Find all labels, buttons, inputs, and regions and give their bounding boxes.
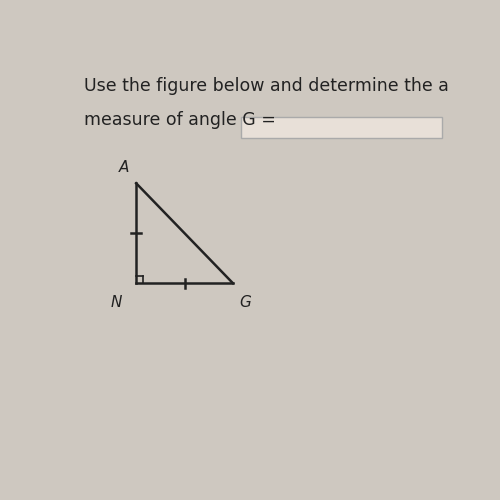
Text: Use the figure below and determine the angle m: Use the figure below and determine the a… <box>84 78 500 96</box>
Text: A: A <box>120 160 130 176</box>
Text: N: N <box>111 295 122 310</box>
Text: G: G <box>239 295 250 310</box>
Bar <box>241 117 442 138</box>
Text: measure of angle G =: measure of angle G = <box>84 110 276 128</box>
